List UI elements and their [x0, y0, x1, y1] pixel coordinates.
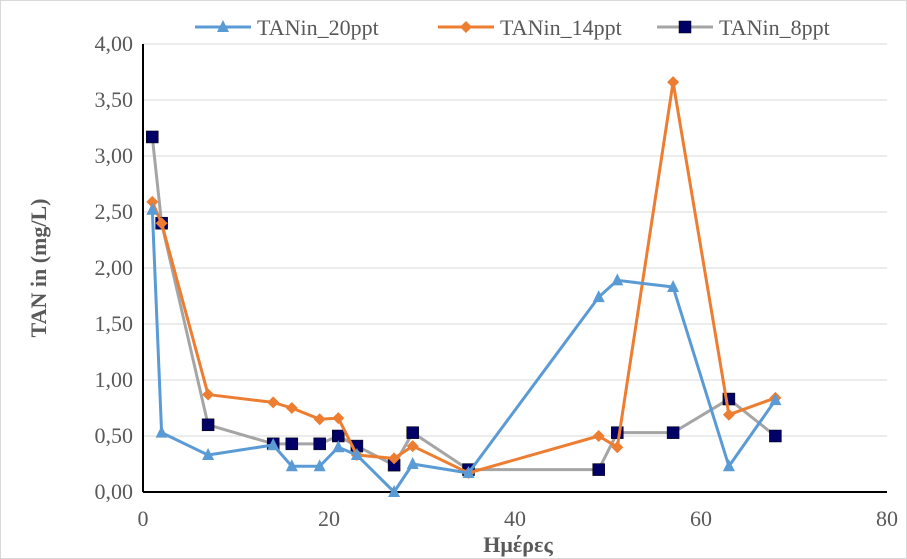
legend: TANin_20ppt TANin_14ppt TANin_8ppt — [195, 15, 830, 40]
data-point — [267, 396, 280, 409]
data-point — [388, 452, 401, 465]
data-point — [285, 402, 298, 414]
legend-item: TANin_20ppt — [195, 15, 379, 40]
data-point — [592, 463, 605, 476]
data-point — [313, 413, 326, 426]
data-point — [667, 280, 680, 293]
data-point — [267, 437, 280, 450]
data-point — [611, 441, 624, 454]
data-point — [313, 437, 326, 451]
data-point — [332, 440, 345, 453]
data-point — [722, 459, 735, 472]
data-point — [406, 457, 419, 469]
data-point — [313, 459, 326, 472]
x-tick-label: 60 — [690, 506, 712, 531]
y-axis-title: TAN in (mg/L) — [26, 199, 51, 338]
data-point — [769, 429, 782, 443]
data-point — [722, 408, 735, 421]
y-tick-label: 2,00 — [95, 255, 134, 280]
y-tick-label: 0,50 — [95, 423, 134, 448]
data-point — [406, 440, 419, 453]
legend-label: TANin_20ppt — [257, 15, 379, 40]
data-point — [202, 448, 215, 461]
series-layer — [146, 76, 782, 497]
data-point — [350, 448, 363, 461]
data-point — [667, 76, 680, 89]
series-line — [150, 80, 776, 475]
data-point — [462, 465, 475, 478]
y-tick-label: 3,50 — [95, 87, 134, 112]
legend-marker — [460, 21, 472, 33]
data-point — [406, 426, 419, 439]
data-point — [332, 412, 345, 425]
legend-item: TANin_8ppt — [657, 15, 830, 40]
y-tick-label: 0,00 — [95, 479, 134, 504]
series-TANin_8ppt — [146, 130, 782, 476]
series-line — [150, 209, 777, 494]
x-tick-label: 40 — [504, 506, 526, 531]
y-tick-labels: 0,00 0,50 1,00 1,50 2,00 2,50 3,00 3,50 4,00 — [95, 31, 134, 504]
data-point — [146, 195, 159, 208]
x-tick-label: 20 — [318, 506, 340, 531]
data-point — [388, 485, 401, 497]
y-tick-label: 3,00 — [95, 143, 134, 168]
legend-marker — [678, 20, 692, 34]
y-tick-label: 1,50 — [95, 311, 134, 336]
axes — [142, 44, 887, 493]
data-point — [146, 130, 159, 144]
gridlines — [143, 43, 887, 437]
legend-item: TANin_14ppt — [438, 15, 622, 40]
series-line — [150, 136, 777, 472]
x-axis-title: Ημέρες — [483, 532, 553, 557]
data-point — [592, 290, 605, 303]
data-point — [611, 273, 624, 286]
data-point — [155, 217, 168, 230]
y-tick-label: 4,00 — [95, 31, 134, 56]
data-point — [592, 430, 605, 442]
x-tick-label: 0 — [138, 506, 149, 531]
data-point — [201, 418, 215, 432]
y-tick-label: 2,50 — [95, 199, 134, 224]
data-point — [285, 459, 298, 472]
data-point — [202, 388, 215, 401]
data-point — [146, 202, 159, 215]
x-tick-labels: 0 20 40 60 80 — [138, 506, 899, 531]
series-TANin_20ppt — [146, 202, 782, 497]
legend-label: TANin_8ppt — [719, 15, 830, 40]
x-tick-label: 80 — [876, 506, 898, 531]
y-tick-label: 1,00 — [95, 367, 134, 392]
data-point — [285, 437, 299, 451]
legend-marker — [217, 20, 229, 32]
series-TANin_14ppt — [146, 76, 782, 479]
data-point — [666, 426, 680, 439]
legend-label: TANin_14ppt — [500, 15, 622, 40]
data-point — [155, 425, 168, 438]
data-point — [769, 393, 782, 406]
